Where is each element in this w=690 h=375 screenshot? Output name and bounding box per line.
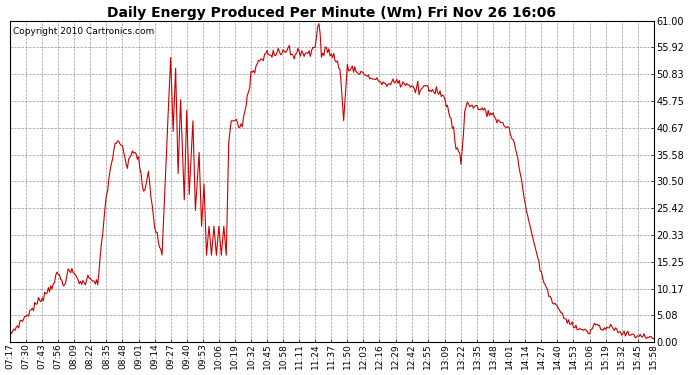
Title: Daily Energy Produced Per Minute (Wm) Fri Nov 26 16:06: Daily Energy Produced Per Minute (Wm) Fr… [108,6,556,20]
Text: Copyright 2010 Cartronics.com: Copyright 2010 Cartronics.com [13,27,155,36]
